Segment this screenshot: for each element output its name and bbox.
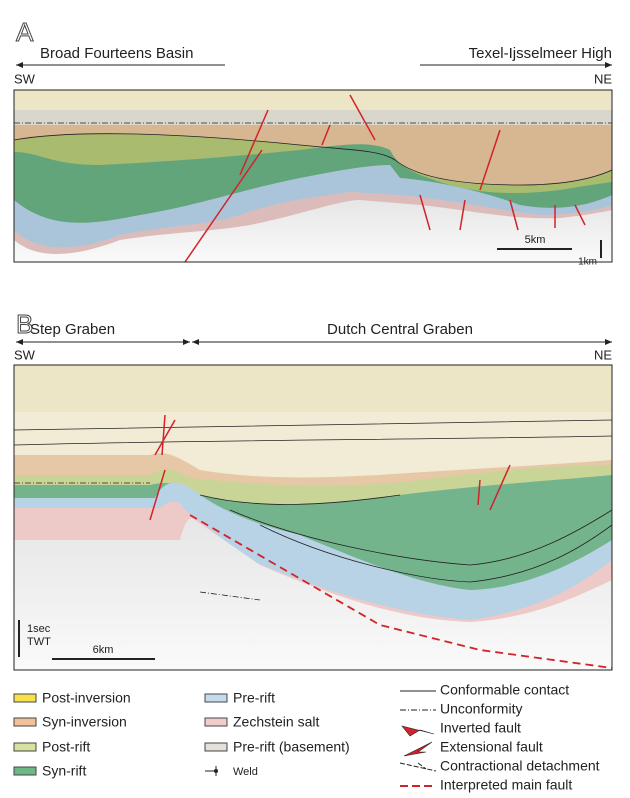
panel-b: B Step Graben Dutch Central Graben SW NE… <box>14 309 612 670</box>
swatch <box>205 743 227 751</box>
section <box>14 365 612 670</box>
left-title: Broad Fourteens Basin <box>40 45 193 62</box>
legend-label: Post-rift <box>42 739 90 755</box>
vertical-scale: 1km <box>578 257 597 268</box>
panel-label: A <box>16 17 34 47</box>
legend-label: Post-inversion <box>42 690 131 706</box>
weld-symbol <box>214 769 218 773</box>
horizontal-scale: 5km <box>525 234 546 246</box>
legend-label: Inverted fault <box>440 720 521 736</box>
direction: SW <box>14 347 36 362</box>
legend-label: Extensional fault <box>440 739 543 755</box>
line-symbol <box>404 742 432 756</box>
panel-a: A Broad Fourteens Basin Texel-Ijsselmeer… <box>14 17 612 268</box>
legend-label: Conformable contact <box>440 682 569 698</box>
legend-label: Pre-rift (basement) <box>233 739 350 755</box>
legend-label: Syn-inversion <box>42 714 127 730</box>
line-symbol <box>402 726 434 736</box>
legend-label: Weld <box>233 766 258 778</box>
direction: SW <box>14 71 36 86</box>
legend-label: Zechstein salt <box>233 714 319 730</box>
legend: Post-inversion Syn-inversion Post-rift S… <box>14 682 600 793</box>
swatch <box>14 743 36 751</box>
legend-label: Interpreted main fault <box>440 777 572 793</box>
swatch <box>205 718 227 726</box>
horizontal-scale: 6km <box>93 644 114 656</box>
legend-label: Contractional detachment <box>440 758 600 774</box>
legend-label: Unconformity <box>440 701 522 717</box>
left-title: Step Graben <box>30 321 115 338</box>
right-title: Texel-Ijsselmeer High <box>469 45 612 62</box>
direction: NE <box>594 71 612 86</box>
swatch <box>14 767 36 775</box>
figure: A Broad Fourteens Basin Texel-Ijsselmeer… <box>0 0 630 798</box>
swatch <box>205 694 227 702</box>
section <box>14 90 612 262</box>
vertical-scale: 1sec <box>27 623 51 635</box>
legend-label: Pre-rift <box>233 690 275 706</box>
swatch <box>14 694 36 702</box>
legend-label: Syn-rift <box>42 763 86 779</box>
right-title: Dutch Central Graben <box>327 321 473 338</box>
line-symbol <box>400 763 436 771</box>
direction: NE <box>594 347 612 362</box>
vertical-scale: TWT <box>27 636 51 648</box>
swatch <box>14 718 36 726</box>
